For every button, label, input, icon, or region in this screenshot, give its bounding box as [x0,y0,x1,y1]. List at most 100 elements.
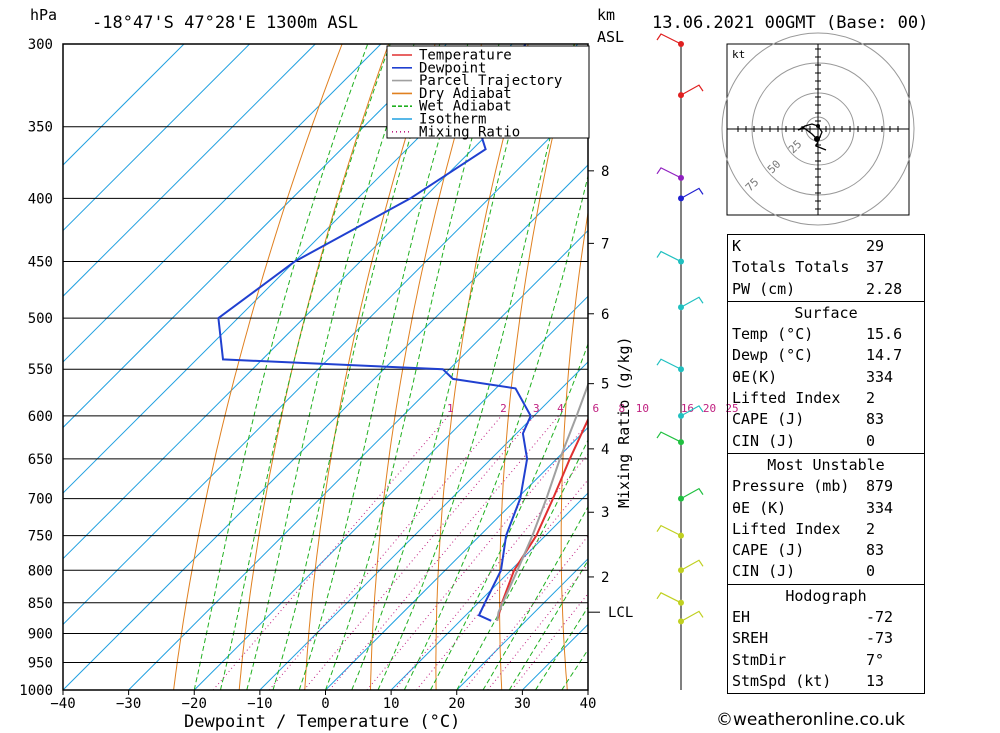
legend-entry: Isotherm [419,112,486,128]
isotherm-line [259,361,588,690]
legend-entry: Temperature [419,48,512,64]
mu-li-value: 2 [866,519,876,538]
km-tick-label: 8 [601,164,609,180]
wet-adiabat-line [456,438,588,690]
stmdir-label: StmDir [732,650,787,669]
km-tick-label: 2 [601,570,609,586]
isotherm-line [128,229,588,690]
mu-cape-label: CAPE (J) [732,541,805,560]
surface-theta-value: 334 [866,367,894,386]
isotherm-line [63,44,513,494]
mixing-ratio-label: 1 [447,402,454,415]
x-tick-label: 30 [514,696,531,712]
x-tick-label: 0 [321,696,329,712]
wind-barb [680,559,704,571]
wind-barb [680,487,704,500]
mixing-ratio-line [329,415,559,690]
pressure-tick-label: 350 [28,120,53,136]
isotherm-line [456,558,588,690]
mixing-ratio-line [463,535,588,690]
mixing-ratio-label: 20 [703,402,716,415]
hodograph-origin [816,124,820,128]
lcl-label: LCL [608,605,633,621]
dry-adiabat-line [173,44,343,690]
legend-entry: Wet Adiabat [419,99,512,115]
asl-label: ASL [597,28,624,46]
pressure-tick-label: 450 [28,255,53,271]
mixing-ratio-line [212,415,449,690]
profile-parcel-trajectory [496,382,588,621]
x-axis-label: Dewpoint / Temperature (°C) [184,712,460,732]
mixing-ratio-label: 25 [725,402,738,415]
wind-barb [680,610,704,622]
profile-dewpoint [217,44,532,622]
mixing-ratio-label: 16 [681,402,694,415]
mu-cin-label: CIN (J) [732,562,796,581]
storm-motion-marker [814,136,820,142]
km-tick-label: 3 [601,505,609,521]
pw-label: PW (cm) [732,279,796,298]
stmspd-value: 13 [866,671,885,690]
x-tick-label: 20 [448,696,465,712]
isotherm-line [193,295,588,690]
dry-adiabat-line [992,44,1000,690]
sreh-label: SREH [732,629,769,648]
mixing-ratio-line [487,563,588,690]
hodo-title: Hodograph [785,586,867,605]
legend-entry: Parcel Trajectory [419,73,562,89]
wet-adiabat-line [298,44,469,690]
wind-barb [656,250,682,263]
surface-title: Surface [794,303,858,322]
dry-adiabat-line [679,44,715,690]
mixing-ratio-line [268,415,502,690]
km-label: km [597,6,615,24]
mixing-ratio-label: 4 [557,402,564,415]
isotherm-line [63,98,588,626]
isotherm-line [390,492,588,690]
pressure-tick-label: 750 [28,529,53,545]
mixing-ratio-label: 6 [592,402,599,415]
surface-dewp-value: 14.7 [866,346,903,365]
dry-adiabat-line [944,44,1000,690]
wind-barb [680,296,704,308]
isotherm-line [325,426,588,690]
mixing-ratio-line [394,453,588,690]
surface-cin-value: 0 [866,431,876,450]
pressure-tick-label: 300 [28,37,53,53]
x-tick-label: 40 [580,696,597,712]
dry-adiabat-line [560,209,588,690]
stmdir-value: 7° [866,650,885,669]
mixing-ratio-label: 2 [500,402,507,415]
legend-entry: Mixing Ratio [419,124,520,140]
wind-barb [680,84,704,96]
isotherm-line [63,44,579,560]
isotherm-line [63,44,447,429]
mu-li-label: Lifted Index [732,519,841,538]
wet-adiabat-line [220,44,391,690]
x-tick-label: −10 [247,696,272,712]
credit-link[interactable]: ©weatheronline.co.uk [716,710,906,730]
isotherm-line [63,44,382,363]
wind-barb [680,187,704,199]
mixing-ratio-label: 3 [533,402,540,415]
pressure-tick-label: 900 [28,626,53,642]
wind-barb [656,592,682,604]
stmspd-label: StmSpd (kt) [732,671,832,690]
mixing-ratio-axis-label: Mixing Ratio (g/kg) [615,336,633,508]
km-tick-label: 5 [601,377,609,393]
plot-frame [62,43,589,691]
pressure-tick-label: 550 [28,362,53,378]
tt-label: Totals Totals [732,258,850,277]
legend-box [386,45,590,139]
pressure-tick-label: 500 [28,311,53,327]
location-title: -18°47'S 47°28'E 1300m ASL [92,13,358,33]
wind-barb [656,33,682,45]
pressure-tick-label: 1000 [19,683,53,699]
surface-temp-label: Temp (°C) [732,325,814,344]
hodograph-ring [721,32,915,226]
indices-panel: K 29 Totals Totals 37 PW (cm) 2.28 Surface … [727,234,925,695]
surface-cin-label: CIN (J) [732,431,796,450]
surface-cape-label: CAPE (J) [732,410,805,429]
km-tick-label: 4 [601,442,609,458]
surface-temp-value: 15.6 [866,325,903,344]
